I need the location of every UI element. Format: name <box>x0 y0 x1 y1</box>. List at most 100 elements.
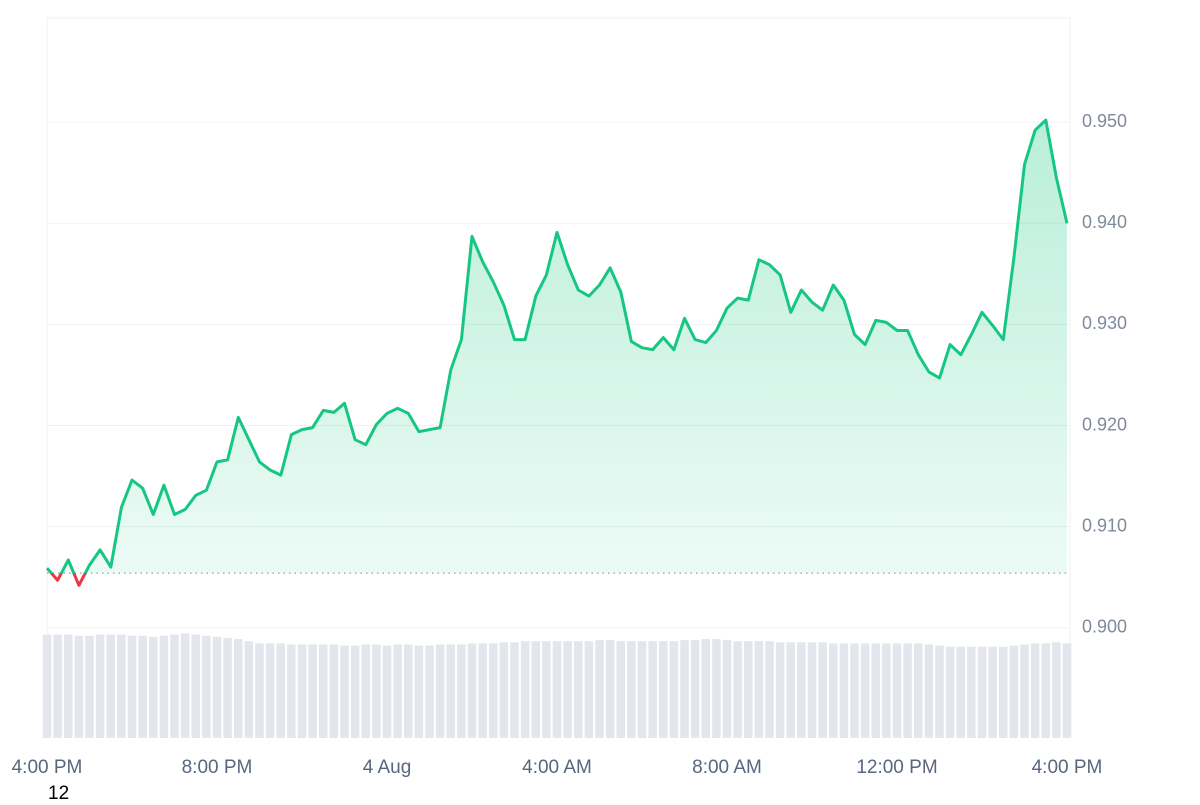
volume-bar <box>1062 643 1072 738</box>
volume-bar <box>202 635 211 738</box>
volume-bar <box>712 639 721 738</box>
volume-bar <box>648 641 657 738</box>
volume-bar <box>265 643 275 738</box>
volume-bar <box>489 643 498 738</box>
volume-bar <box>446 644 455 738</box>
volume-bar <box>945 646 955 738</box>
volume-bar <box>234 639 243 738</box>
volume-bar <box>149 636 158 738</box>
volume-bar <box>180 633 190 738</box>
volume-bar <box>106 634 115 738</box>
volume-bar <box>42 634 52 738</box>
volume-bar <box>659 641 668 738</box>
x-tick-label: 8:00 AM <box>692 757 762 778</box>
volume-bar <box>223 637 232 738</box>
volume-bar <box>159 635 169 738</box>
volume-bar <box>690 640 700 738</box>
volume-bar <box>786 642 795 738</box>
volume-bar <box>605 640 615 738</box>
volume-bar <box>404 644 413 738</box>
volume-bar <box>1009 645 1019 738</box>
volume-bar <box>212 636 222 738</box>
x-tick-label: 8:00 PM <box>182 757 253 778</box>
volume-bar <box>329 644 339 738</box>
volume-bar <box>882 643 891 738</box>
volume-bar <box>414 645 424 738</box>
volume-bar <box>372 644 381 738</box>
y-tick-label: 0.930 <box>1082 313 1127 333</box>
volume-bar <box>637 641 647 738</box>
volume-bar <box>860 643 870 738</box>
volume-bar <box>552 641 562 738</box>
volume-bar <box>1052 642 1061 738</box>
volume-bar <box>127 635 137 738</box>
volume-bar <box>701 639 710 738</box>
volume-bar <box>499 642 509 738</box>
volume-bar <box>829 643 838 738</box>
volume-bar <box>520 641 530 738</box>
volume-bar <box>319 644 328 738</box>
volume-bar <box>999 646 1008 738</box>
volume-bar <box>807 642 817 738</box>
volume-bar <box>754 641 764 738</box>
volume-bar <box>924 644 934 738</box>
volume-bar <box>1041 643 1050 738</box>
volume-bar <box>191 634 200 738</box>
volume-bar <box>722 640 732 738</box>
volume-bar <box>988 646 997 738</box>
y-tick-label: 0.900 <box>1082 617 1127 637</box>
volume-bar <box>542 641 551 738</box>
volume-bar <box>627 641 636 738</box>
volume-bar <box>276 643 285 738</box>
volume-bar <box>871 643 880 738</box>
volume-bar <box>350 645 360 738</box>
volume-bar <box>744 641 753 738</box>
volume-bar <box>53 634 62 738</box>
volume-bar <box>255 643 264 738</box>
volume-bar <box>775 642 785 738</box>
area <box>47 120 1067 574</box>
volume-bar <box>74 635 84 738</box>
volume-bar <box>382 645 392 738</box>
volume-bar <box>85 635 94 738</box>
volume-bar <box>435 644 445 738</box>
volume-bar <box>574 641 583 738</box>
volume-bar <box>64 634 73 738</box>
volume-bar <box>1020 644 1029 738</box>
volume-bar <box>935 645 944 738</box>
y-tick-label: 0.950 <box>1082 111 1127 131</box>
x-tick-label: 4:00 AM <box>522 757 592 778</box>
volume-bar <box>425 645 434 738</box>
volume-bar <box>117 634 126 738</box>
y-tick-label: 0.940 <box>1082 212 1127 232</box>
volume-bar <box>1030 643 1040 738</box>
volume-bar <box>967 646 976 738</box>
volume-bar <box>765 641 774 738</box>
volume-bar <box>563 641 572 738</box>
volume-bar <box>733 641 742 738</box>
volume-bar <box>478 643 487 738</box>
volume-bar <box>584 641 594 738</box>
volume-bar <box>669 641 679 738</box>
price-line <box>45 118 1069 574</box>
volume-bar <box>95 634 105 738</box>
volume-bar <box>616 641 625 738</box>
volume-bar <box>138 635 147 738</box>
volume-bar <box>903 643 912 738</box>
volume-bar <box>297 644 307 738</box>
volume-bar <box>818 642 827 738</box>
volume-bar <box>531 641 540 738</box>
volume-bar <box>393 644 402 738</box>
volume-bar <box>510 642 519 738</box>
volume-bar <box>914 643 923 738</box>
volume-bar <box>595 640 604 738</box>
volume-bar <box>956 646 965 738</box>
y-tick-label: 0.920 <box>1082 414 1127 434</box>
x-tick-label: 4 Aug <box>363 757 412 778</box>
volume-bar <box>170 634 179 738</box>
x-tick-label: 4:00 PM <box>1032 757 1103 778</box>
y-tick-label: 0.910 <box>1082 515 1127 535</box>
volume-bar <box>892 643 902 738</box>
volume-bar <box>361 644 370 738</box>
